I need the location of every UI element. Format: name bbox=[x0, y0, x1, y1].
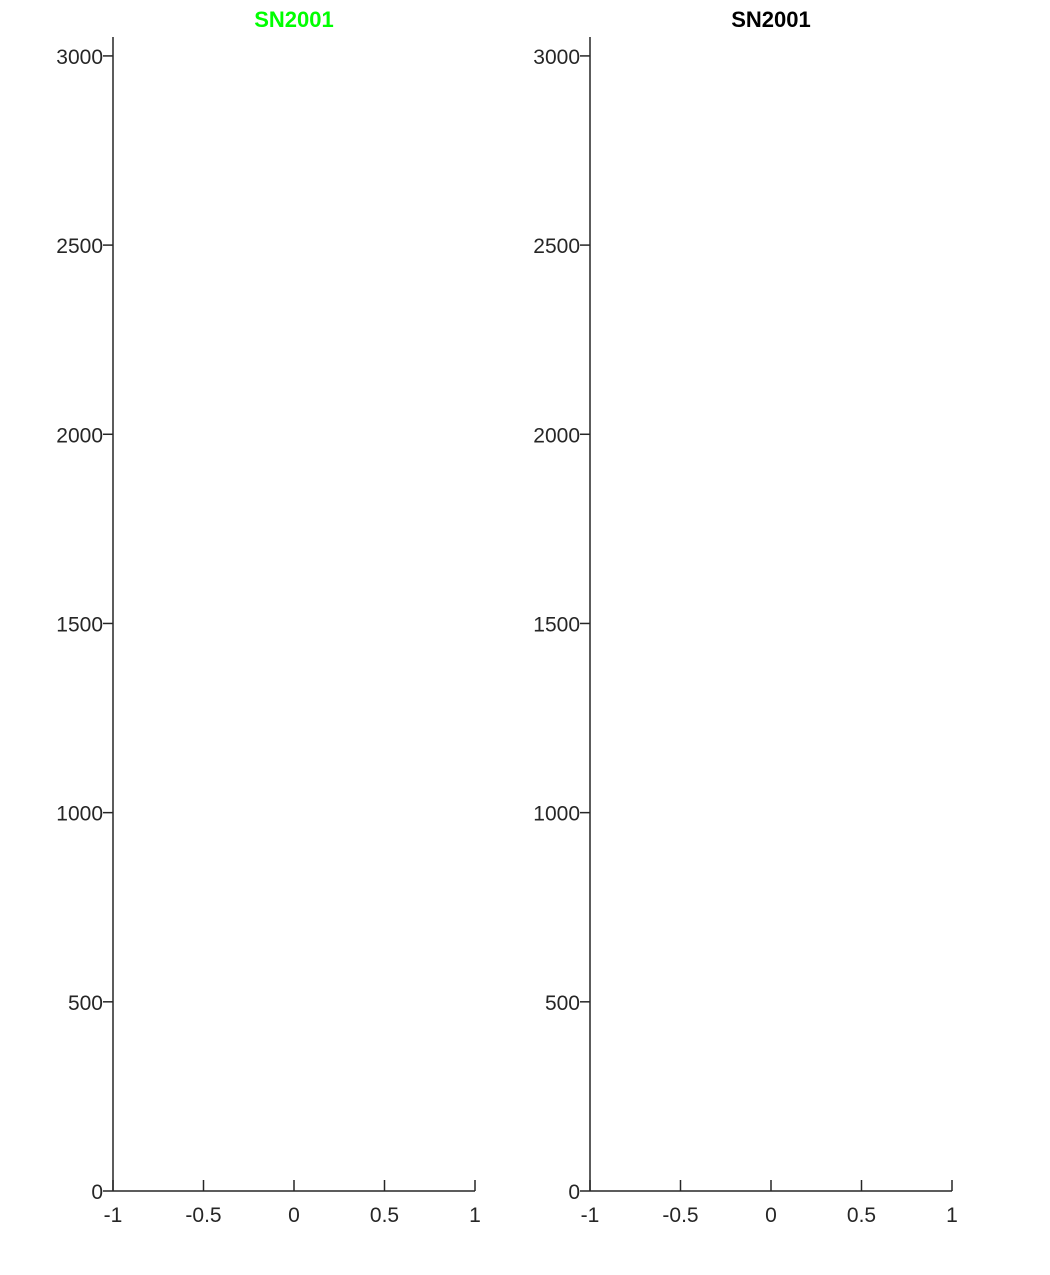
x-tick-label: 1 bbox=[946, 1204, 958, 1227]
x-tick-label: 0.5 bbox=[847, 1204, 876, 1227]
y-tick-label: 0 bbox=[91, 1181, 103, 1204]
chart-panel-left: 0 500 1000 1500 2000 2500 3000 -1 -0.5 0 0.5 1 SN200… bbox=[56, 7, 481, 1227]
chart-panel-right: 0 500 1000 1500 2000 2500 3000 -1 -0.5 0 0.5 1 SN200… bbox=[533, 7, 958, 1227]
y-tick-label: 1000 bbox=[533, 803, 580, 826]
x-tick-label: 0 bbox=[288, 1204, 300, 1227]
chart-title: SN2001 bbox=[731, 7, 811, 32]
y-tick-label: 1500 bbox=[533, 613, 580, 636]
chart-title: SN2001 bbox=[254, 7, 334, 32]
x-tick-label: -0.5 bbox=[662, 1204, 698, 1227]
y-tick-label: 1500 bbox=[56, 613, 103, 636]
x-tick-label: 0.5 bbox=[370, 1204, 399, 1227]
x-tick-label: 0 bbox=[765, 1204, 777, 1227]
y-tick-label: 3000 bbox=[56, 46, 103, 69]
x-tick-label: -1 bbox=[581, 1204, 600, 1227]
y-tick-label: 1000 bbox=[56, 803, 103, 826]
y-tick-label: 500 bbox=[68, 992, 103, 1015]
x-tick-label: 1 bbox=[469, 1204, 481, 1227]
y-tick-label: 2000 bbox=[56, 424, 103, 447]
x-tick-label: -0.5 bbox=[185, 1204, 221, 1227]
y-tick-label: 2000 bbox=[533, 424, 580, 447]
y-tick-label: 2500 bbox=[533, 235, 580, 258]
x-tick-label: -1 bbox=[104, 1204, 123, 1227]
y-tick-label: 0 bbox=[568, 1181, 580, 1204]
y-tick-label: 3000 bbox=[533, 46, 580, 69]
y-tick-label: 500 bbox=[545, 992, 580, 1015]
y-tick-label: 2500 bbox=[56, 235, 103, 258]
